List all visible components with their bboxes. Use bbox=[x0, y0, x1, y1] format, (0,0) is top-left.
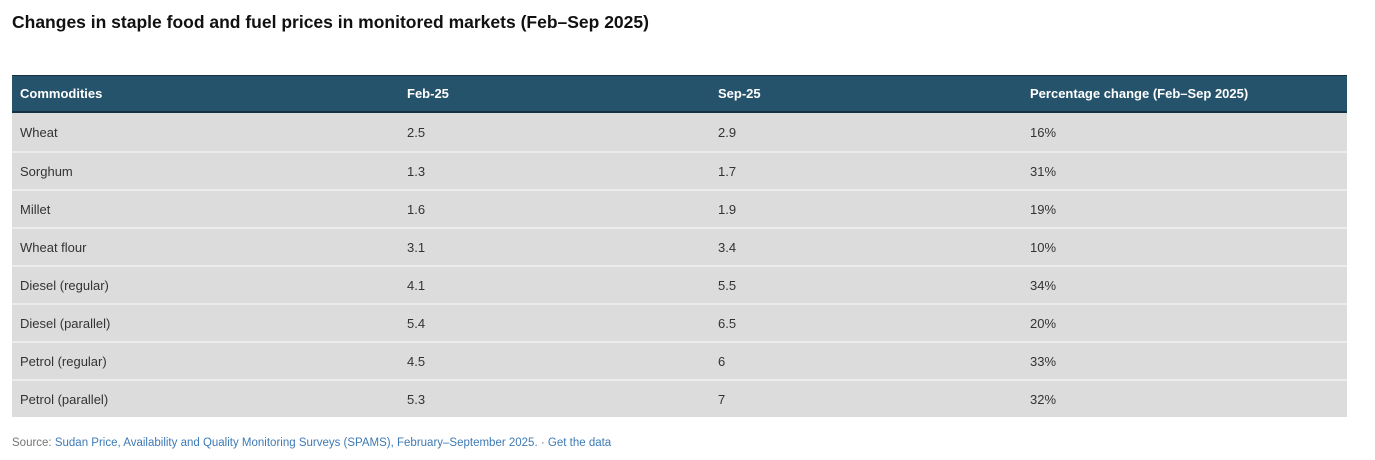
column-header-commodities: Commodities bbox=[20, 86, 103, 101]
cell-feb25-value: 5.3 bbox=[407, 391, 426, 407]
cell-feb25-value: 4.5 bbox=[407, 353, 426, 369]
cell-sep25-value: 1.9 bbox=[718, 201, 737, 217]
table-row: Diesel (parallel) 5.4 6.5 20% bbox=[12, 303, 1347, 341]
source-line: Source: Sudan Price, Availability and Qu… bbox=[12, 437, 611, 449]
cell-sep25-value: 7 bbox=[718, 391, 726, 407]
table-row: Wheat flour 3.1 3.4 10% bbox=[12, 227, 1347, 265]
cell-commodity: Sorghum bbox=[20, 163, 73, 179]
table-row: Sorghum 1.3 1.7 31% bbox=[12, 151, 1347, 189]
cell-commodity: Wheat bbox=[20, 124, 58, 140]
cell-sep25-value: 1.7 bbox=[718, 163, 737, 179]
get-the-data-link[interactable]: Get the data bbox=[547, 437, 612, 449]
cell-commodity: Wheat flour bbox=[20, 239, 87, 255]
cell-sep25-value: 6 bbox=[718, 353, 726, 369]
source-link[interactable]: Sudan Price, Availability and Quality Mo… bbox=[54, 437, 538, 449]
table-row: Millet 1.6 1.9 19% bbox=[12, 189, 1347, 227]
cell-percentage-change: 20% bbox=[1030, 315, 1057, 331]
cell-feb25-value: 1.6 bbox=[407, 201, 426, 217]
cell-sep25-value: 6.5 bbox=[718, 315, 737, 331]
table-row: Diesel (regular) 4.1 5.5 34% bbox=[12, 265, 1347, 303]
cell-percentage-change: 16% bbox=[1030, 124, 1057, 140]
cell-percentage-change: 33% bbox=[1030, 353, 1057, 369]
cell-feb25-value: 3.1 bbox=[407, 239, 426, 255]
page-title: Changes in staple food and fuel prices i… bbox=[12, 12, 649, 32]
cell-percentage-change: 34% bbox=[1030, 277, 1057, 293]
column-header-feb25: Feb-25 bbox=[407, 86, 449, 101]
cell-percentage-change: 31% bbox=[1030, 163, 1057, 179]
cell-commodity: Petrol (parallel) bbox=[20, 391, 109, 407]
table-row: Wheat 2.5 2.9 16% bbox=[12, 113, 1347, 151]
column-header-sep25: Sep-25 bbox=[718, 86, 761, 101]
table-row: Petrol (parallel) 5.3 7 32% bbox=[12, 379, 1347, 417]
source-prefix: Source: bbox=[12, 437, 52, 449]
cell-feb25-value: 5.4 bbox=[407, 315, 426, 331]
source-separator: · bbox=[540, 437, 545, 449]
table-header-row: Commodities Feb-25 Sep-25 Percentage cha… bbox=[12, 75, 1347, 113]
cell-feb25-value: 1.3 bbox=[407, 163, 426, 179]
cell-commodity: Petrol (regular) bbox=[20, 353, 107, 369]
cell-feb25-value: 2.5 bbox=[407, 124, 426, 140]
cell-percentage-change: 32% bbox=[1030, 391, 1057, 407]
table-row: Petrol (regular) 4.5 6 33% bbox=[12, 341, 1347, 379]
cell-percentage-change: 19% bbox=[1030, 201, 1057, 217]
cell-commodity: Diesel (regular) bbox=[20, 277, 109, 293]
cell-sep25-value: 5.5 bbox=[718, 277, 737, 293]
cell-percentage-change: 10% bbox=[1030, 239, 1057, 255]
cell-commodity: Diesel (parallel) bbox=[20, 315, 111, 331]
cell-sep25-value: 3.4 bbox=[718, 239, 737, 255]
data-table: Commodities Feb-25 Sep-25 Percentage cha… bbox=[12, 75, 1347, 417]
column-header-percentage-change: Percentage change (Feb–Sep 2025) bbox=[1030, 86, 1249, 101]
table-body: Wheat 2.5 2.9 16% Sorghum 1.3 1.7 31% Mi… bbox=[12, 113, 1347, 417]
cell-commodity: Millet bbox=[20, 201, 51, 217]
cell-sep25-value: 2.9 bbox=[718, 124, 737, 140]
cell-feb25-value: 4.1 bbox=[407, 277, 426, 293]
